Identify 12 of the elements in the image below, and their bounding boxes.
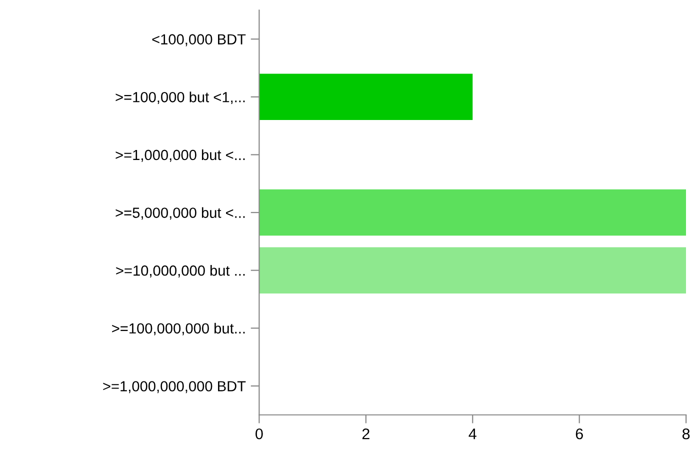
y-tick-label: >=100,000,000 but... [112, 322, 245, 336]
x-tick-label: 0 [256, 428, 263, 440]
x-tick-label: 4 [468, 428, 476, 440]
y-tick-label: >=5,000,000 but <... [116, 207, 245, 220]
y-tick-label: >=10,000,000 but ... [116, 265, 245, 278]
y-tick-label: >=1,000,000 but <... [116, 149, 245, 162]
y-tick-label: <100,000 BDT [152, 34, 246, 46]
y-tick-label: >=100,000 but <1,... [116, 92, 245, 104]
x-tick-label: 2 [362, 428, 370, 440]
y-tick-label: >=1,000,000,000 BDT [103, 381, 246, 394]
x-tick-label: 8 [682, 428, 690, 440]
x-tick-label: 6 [576, 428, 583, 440]
